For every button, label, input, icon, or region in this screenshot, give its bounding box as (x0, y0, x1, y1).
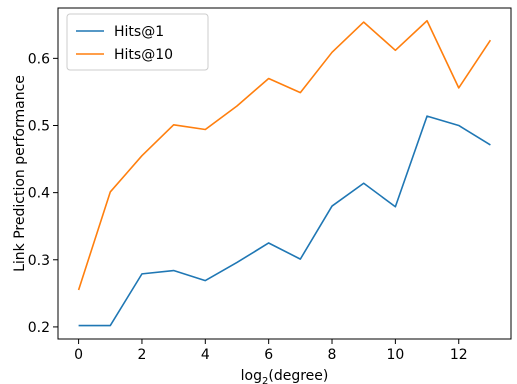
series-line-hits10 (77, 19, 492, 291)
x-tick-label: 4 (201, 347, 210, 363)
axis-ticks: 0 2 4 6 8 10 12 0.2 0.3 0.4 0.5 0.6 (28, 51, 468, 363)
y-tick-label: 0.6 (28, 51, 50, 67)
x-tick-label: 8 (328, 347, 337, 363)
series-line-hits1 (78, 115, 491, 327)
legend: Hits@1 Hits@10 (66, 13, 209, 71)
x-tick-label: 0 (74, 347, 83, 363)
y-axis-label: Link Prediction performance (12, 75, 28, 272)
series-layer (77, 19, 492, 327)
y-tick-label: 0.5 (28, 118, 50, 134)
x-axis-label: log2(degree) (241, 368, 329, 384)
x-tick-label: 6 (264, 347, 273, 363)
x-tick-label: 12 (450, 347, 468, 363)
x-tick-label: 2 (137, 347, 146, 363)
legend-label-hits1: Hits@1 (114, 24, 164, 40)
y-tick-label: 0.2 (28, 320, 50, 336)
legend-label-hits10: Hits@10 (114, 47, 173, 63)
y-tick-label: 0.3 (28, 253, 50, 269)
legend-box (66, 13, 209, 71)
y-tick-label: 0.4 (28, 186, 50, 202)
x-tick-label: 10 (386, 347, 404, 363)
plot-frame (57, 7, 512, 340)
